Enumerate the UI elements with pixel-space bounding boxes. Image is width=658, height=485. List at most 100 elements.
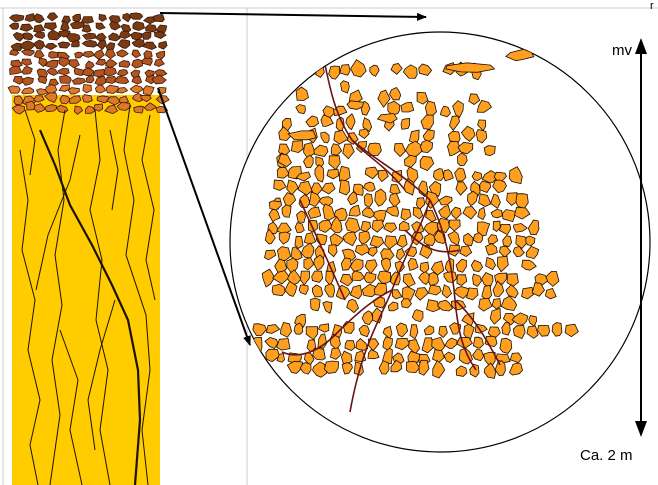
soil-aggregate [457, 152, 468, 167]
soil-aggregate [342, 231, 358, 247]
soil-aggregate [44, 104, 57, 113]
soil-aggregate [141, 57, 153, 66]
soil-aggregate [20, 87, 35, 95]
soil-aggregate [499, 337, 513, 354]
soil-aggregate [21, 76, 34, 86]
soil-aggregate [485, 256, 497, 271]
soil-aggregate [296, 210, 306, 223]
soil-aggregate [423, 325, 435, 336]
soil-aggregate [432, 359, 446, 379]
soil-aggregate [421, 337, 434, 354]
soil-aggregate [352, 183, 364, 196]
soil-aggregate [418, 359, 430, 376]
soil-aggregate [80, 16, 94, 24]
soil-aggregate [455, 365, 468, 377]
soil-aggregate [144, 24, 158, 33]
soil-aggregate [395, 322, 409, 338]
soil-aggregate [9, 49, 20, 56]
soil-aggregate [313, 254, 325, 271]
soil-aggregate [104, 104, 119, 115]
soil-aggregate [443, 169, 454, 182]
soil-aggregate [67, 87, 80, 95]
root-line [404, 229, 461, 253]
soil-aggregate [268, 208, 281, 223]
soil-aggregate [116, 102, 132, 111]
soil-aggregate [323, 360, 340, 374]
soil-aggregate [420, 114, 434, 130]
soil-aggregate [103, 66, 117, 77]
soil-aggregate [367, 349, 380, 360]
soil-aggregate [354, 244, 371, 256]
soil-aggregate [526, 325, 539, 339]
soil-aggregate [96, 95, 110, 104]
soil-aggregate [143, 102, 157, 111]
topsoil-aggregates [7, 12, 170, 115]
soil-aggregate [258, 365, 274, 379]
soil-aggregate [466, 287, 479, 301]
soil-aggregate [36, 68, 48, 78]
soil-aggregate [92, 68, 107, 78]
soil-aggregate [264, 249, 277, 261]
soil-aggregate [452, 100, 464, 119]
soil-aggregate [521, 286, 534, 300]
soil-aggregate [71, 40, 80, 48]
soil-aggregate [489, 307, 501, 325]
soil-aggregate [48, 51, 59, 59]
soil-aggregate [295, 104, 306, 115]
soil-aggregate [394, 337, 410, 351]
soil-aggregate [252, 323, 267, 337]
soil-aggregate [367, 246, 378, 257]
soil-aggregate [118, 60, 131, 68]
soil-aggregate [483, 362, 497, 379]
soil-aggregate [95, 22, 106, 31]
soil-aggregate [525, 245, 540, 260]
soil-aggregate [131, 49, 142, 59]
root-line [281, 289, 393, 356]
soil-aggregate [462, 206, 478, 220]
soil-aggregate [93, 49, 105, 60]
soil-aggregate [82, 32, 97, 40]
soil-aggregate [7, 85, 21, 94]
soil-aggregate [349, 284, 363, 300]
soil-aggregate [369, 235, 385, 248]
soil-aggregate [525, 235, 536, 247]
corner-mark: r [650, 0, 654, 12]
soil-aggregate [454, 167, 467, 182]
soil-aggregate [444, 337, 458, 349]
soil-aggregate [74, 51, 84, 59]
soil-aggregate [358, 128, 370, 140]
soil-crack [87, 299, 116, 451]
soil-aggregate [483, 145, 496, 157]
soil-aggregate [485, 243, 498, 256]
soil-aggregate [104, 58, 118, 69]
soil-aggregate [416, 92, 429, 105]
soil-aggregate [363, 193, 374, 209]
soil-aggregate [432, 349, 445, 363]
soil-aggregate [294, 222, 305, 233]
soil-aggregate [314, 164, 325, 183]
soil-crack [141, 114, 156, 301]
soil-aggregate [364, 259, 378, 275]
soil-aggregate [156, 24, 168, 34]
soil-aggregate [411, 309, 424, 323]
soil-aggregate [303, 257, 315, 271]
soil-aggregate [470, 259, 484, 273]
soil-aggregate [307, 206, 322, 219]
soil-aggregate [94, 75, 108, 87]
soil-aggregate [293, 322, 304, 335]
soil-aggregate [490, 193, 501, 210]
soil-aggregate [32, 95, 45, 103]
soil-aggregate [456, 274, 468, 286]
soil-aggregate [44, 59, 59, 68]
soil-cracks [19, 104, 156, 485]
soil-aggregate [426, 299, 440, 313]
soil-aggregate [330, 143, 343, 156]
soil-aggregate [472, 336, 484, 349]
connector-arrow-top [159, 12, 427, 21]
soil-aggregate [59, 94, 72, 105]
soil-aggregate [423, 233, 436, 246]
soil-aggregate [492, 220, 501, 233]
soil-aggregate [277, 153, 293, 168]
soil-aggregate [326, 168, 340, 180]
soil-aggregate [358, 324, 370, 338]
